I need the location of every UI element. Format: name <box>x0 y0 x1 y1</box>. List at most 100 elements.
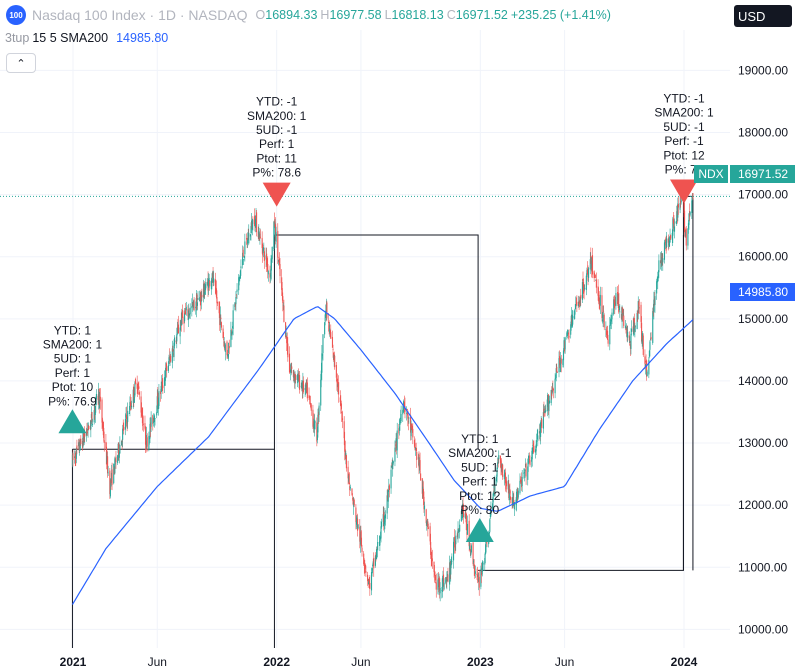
candle-body <box>146 437 148 447</box>
candle-body <box>86 432 89 434</box>
candle-body <box>455 535 457 545</box>
candle-body <box>458 528 460 530</box>
candle-body <box>99 399 101 409</box>
candle-body <box>150 417 152 427</box>
candle-body <box>117 455 119 463</box>
candle-body <box>429 526 431 542</box>
candle-body <box>125 414 127 418</box>
candle-body <box>258 231 260 238</box>
candle-body <box>180 321 182 326</box>
indicator-legend[interactable]: 3tup 15 5 SMA200 14985.80 <box>5 31 168 45</box>
buy-triangle-icon <box>58 409 87 434</box>
candle-body <box>646 371 648 377</box>
candle-body <box>80 438 82 445</box>
candle-body <box>670 235 672 239</box>
candle-body <box>613 295 615 304</box>
candle-body <box>585 275 587 290</box>
low-label: L <box>384 8 392 22</box>
candle-body <box>262 244 264 256</box>
time-tick-label: Jun <box>555 655 574 669</box>
candle-body <box>281 288 283 294</box>
candle-body <box>196 294 198 310</box>
candle-body <box>95 396 97 405</box>
candle-body <box>266 263 268 265</box>
candle-body <box>296 375 298 380</box>
candle-body <box>574 310 576 319</box>
candle-body <box>677 203 679 218</box>
candle-body <box>146 435 148 447</box>
candle-body <box>572 316 574 319</box>
candle-body <box>594 274 596 278</box>
candle-body <box>465 512 467 516</box>
candle-body <box>532 443 534 446</box>
candle-body <box>344 440 346 452</box>
candle-body <box>179 327 181 337</box>
candle-body <box>294 374 296 384</box>
candle-body <box>152 418 154 424</box>
candle-body <box>121 441 123 443</box>
candle-body <box>374 555 376 566</box>
candle-body <box>489 519 491 532</box>
candle-body <box>657 274 659 278</box>
close-value: 16971.52 <box>455 8 508 22</box>
candle-body <box>156 396 158 413</box>
candle-body <box>353 499 355 506</box>
candle-body <box>571 314 573 327</box>
candle-body <box>394 444 397 446</box>
candle-body <box>149 423 151 439</box>
candle-body <box>567 333 570 335</box>
symbol-title[interactable]: Nasdaq 100 Index · 1D · NASDAQ <box>32 7 248 23</box>
candle-body <box>333 352 335 361</box>
candle-body <box>378 542 380 544</box>
candle-body <box>415 449 417 451</box>
signal-label-line: YTD: -1 <box>663 91 705 105</box>
currency-button[interactable]: USD <box>734 5 792 27</box>
candle-body <box>133 396 135 403</box>
signal-label-line: SMA200: 1 <box>247 109 307 123</box>
candle-body <box>329 328 331 334</box>
candle-body <box>188 313 190 315</box>
candle-body <box>544 408 546 410</box>
candle-body <box>267 263 269 273</box>
candle-body <box>457 528 459 539</box>
signal-label-line: 5UD: 1 <box>54 352 92 366</box>
candle-body <box>528 458 530 460</box>
candle-body <box>497 459 499 461</box>
candle-body <box>665 238 667 251</box>
candle-body <box>443 582 445 590</box>
candle-body <box>177 326 179 329</box>
candle-body <box>370 571 373 591</box>
candle-body <box>234 303 236 307</box>
candles <box>71 189 694 602</box>
candle-body <box>78 439 80 451</box>
candle-body <box>192 300 195 309</box>
time-axis[interactable]: 2021 Jun 2022 Jun 2023 Jun 2024 <box>60 655 698 669</box>
candle-body <box>306 384 308 388</box>
candle-body <box>200 298 202 303</box>
candle-body <box>408 417 410 419</box>
candle-body <box>75 458 77 462</box>
candle-body <box>427 527 429 529</box>
candle-body <box>320 379 322 406</box>
candle-body <box>141 414 143 418</box>
candle-body <box>250 225 252 234</box>
candle-body <box>554 378 556 394</box>
candle-body <box>118 443 120 456</box>
candle-body <box>167 365 169 371</box>
collapse-legend-button[interactable]: ⌃ <box>6 53 36 73</box>
candle-body <box>669 236 671 243</box>
candle-body <box>410 414 412 433</box>
candle-body <box>437 578 440 586</box>
candle-body <box>668 240 671 247</box>
candle-body <box>644 356 646 364</box>
candle-body <box>524 463 527 468</box>
candle-body <box>205 282 207 289</box>
candle-body <box>88 426 90 430</box>
candle-body <box>650 337 652 340</box>
candle-body <box>566 332 568 336</box>
candle-body <box>352 498 354 505</box>
price-axis[interactable]: 10000.00 11000.00 12000.00 13000.00 14000.00… <box>730 30 795 672</box>
trade-box <box>274 234 479 450</box>
candle-body <box>383 521 385 525</box>
